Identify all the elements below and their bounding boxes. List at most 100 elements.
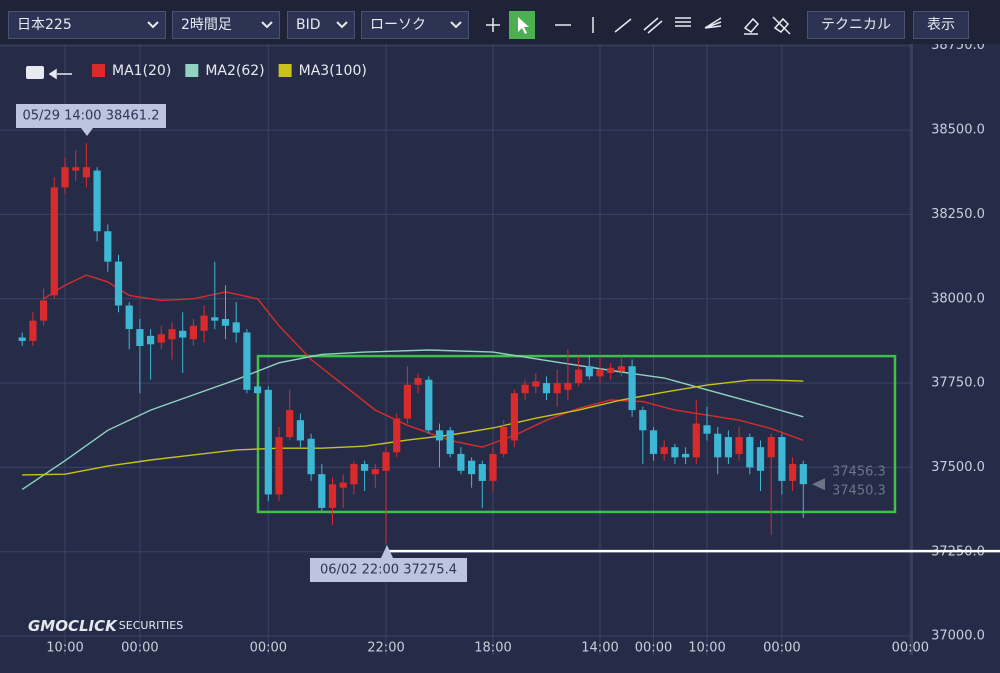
candle-body — [671, 447, 679, 458]
candle-body — [649, 430, 658, 454]
candle-body — [500, 426, 508, 454]
x-tick-label: 22:00 — [367, 641, 404, 656]
candle-body — [714, 433, 722, 458]
candle-body — [40, 300, 48, 321]
timeframe: 2時間足 — [181, 17, 232, 33]
last-price-marker — [812, 478, 825, 491]
technical-button[interactable]: テクニカル — [807, 11, 905, 39]
callout-box — [16, 104, 166, 128]
candle-body — [553, 383, 561, 394]
range-box — [256, 354, 897, 514]
candle-body — [724, 437, 732, 458]
candle-body — [136, 329, 144, 346]
hline-tool[interactable] — [550, 11, 576, 39]
x-tick-label: 00:00 — [763, 641, 800, 656]
style-select[interactable]: ローソク — [361, 11, 469, 39]
eraser-tool[interactable] — [738, 11, 764, 39]
candle-body — [778, 437, 786, 481]
timeframe-select[interactable]: 2時間足 — [172, 11, 280, 39]
x-tick-label: 14:00 — [581, 641, 618, 656]
pointer-tool[interactable] — [509, 11, 535, 39]
candle-body — [799, 464, 807, 485]
y-tick-label: 37000.0 — [931, 629, 985, 644]
legend-label: MA2(62) — [205, 63, 264, 79]
fan-tool[interactable] — [700, 11, 726, 39]
candle-body — [275, 437, 283, 495]
candle-body — [575, 369, 583, 384]
trendline-tool[interactable] — [610, 11, 636, 39]
legend: MA1(20) MA2(62) MA3(100) — [26, 63, 367, 80]
candle-body — [93, 170, 101, 232]
candle-body — [746, 437, 754, 468]
y-tick-label: 37750.0 — [931, 376, 985, 391]
candle-body — [564, 383, 572, 390]
candle-body — [189, 325, 197, 340]
candle-body — [628, 366, 636, 411]
candle-body — [682, 453, 690, 458]
candle-body — [414, 378, 422, 385]
candle-body — [468, 460, 476, 475]
channel-tool[interactable] — [640, 11, 666, 39]
ma-line — [43, 274, 804, 448]
candle-body — [457, 453, 465, 471]
candle-body — [82, 167, 90, 178]
candle-body — [18, 337, 26, 341]
candle-body — [29, 320, 37, 341]
candle-body — [489, 453, 497, 481]
last-price-label: 37450.3 — [832, 484, 886, 499]
candle-body — [660, 447, 668, 454]
candle-body — [617, 366, 625, 372]
candle-body — [435, 430, 444, 441]
collapse-icon — [48, 68, 72, 80]
candle-body — [61, 167, 69, 188]
legend-swatch — [185, 64, 199, 77]
crosshair-tool[interactable] — [480, 11, 506, 39]
candle-body — [585, 366, 593, 377]
candle-body — [596, 369, 604, 377]
candle-body — [393, 418, 401, 453]
callout-tip — [81, 128, 93, 136]
ma-line — [22, 379, 804, 476]
candle-body — [157, 334, 165, 343]
watermark-suffix: SECURITIES — [119, 619, 183, 632]
side: BID — [296, 17, 321, 33]
candle-body — [286, 410, 294, 438]
candle-body — [243, 332, 251, 390]
candle-body — [446, 430, 454, 454]
x-tick-label: 10:00 — [46, 641, 83, 656]
x-tick-label: 00:00 — [250, 641, 287, 656]
fib-tool[interactable] — [670, 11, 696, 39]
candle-body — [521, 384, 529, 394]
watermark-brand: GMOCLICK — [28, 617, 118, 635]
comment-icon — [26, 66, 44, 79]
x-tick-label: 00:00 — [635, 641, 672, 656]
last-price-label: 37456.3 — [832, 465, 886, 480]
erase-all-tool[interactable] — [768, 11, 794, 39]
candle-body — [125, 305, 133, 330]
x-tick-label: 00:00 — [892, 641, 929, 656]
candle-body — [350, 464, 358, 485]
x-tick-label: 10:00 — [688, 641, 725, 656]
legend-label: MA3(100) — [299, 63, 367, 79]
y-tick-label: 38500.0 — [931, 123, 985, 138]
candle-body — [114, 261, 123, 306]
candle-body — [200, 315, 208, 331]
callout-box — [310, 558, 467, 582]
y-tick-label: 38250.0 — [931, 207, 985, 222]
vline-tool[interactable] — [580, 11, 606, 39]
candle-body — [371, 469, 379, 475]
legend-swatch — [278, 64, 292, 77]
candle-body — [756, 447, 765, 471]
y-tick-label: 38000.0 — [931, 291, 985, 306]
candle-body — [50, 187, 58, 296]
candle-body — [510, 393, 518, 441]
candle-body — [478, 464, 486, 481]
side-select[interactable]: BID — [287, 11, 355, 39]
candle-body — [403, 384, 411, 419]
callout-text: 06/02 22:00 37275.4 — [320, 563, 457, 578]
x-tick-label: 00:00 — [121, 641, 158, 656]
display-button[interactable]: 表示 — [913, 11, 969, 39]
symbol-select[interactable]: 日本225 — [8, 11, 166, 39]
legend-label: MA1(20) — [112, 63, 171, 79]
